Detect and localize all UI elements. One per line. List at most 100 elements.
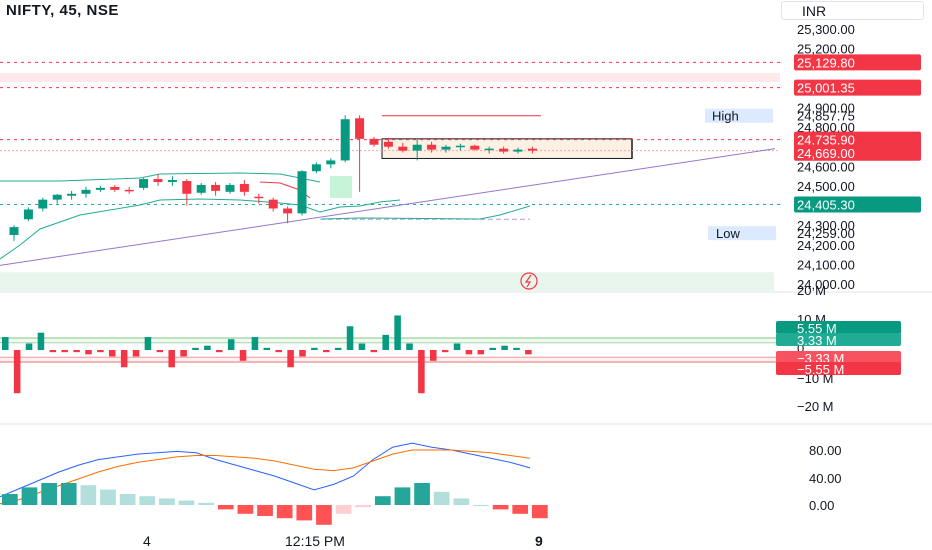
histogram-bar [453, 498, 470, 505]
histogram-bar [296, 505, 313, 521]
candle-body [225, 184, 235, 192]
price-tick-label: 25,300.00 [797, 22, 855, 37]
histogram-bar [100, 489, 116, 505]
price-tick-label: 24,100.00 [797, 257, 855, 272]
volume-bar [168, 350, 175, 368]
volume-label-bg [776, 321, 901, 334]
low-tag-bg [708, 226, 776, 241]
histogram-bar [355, 505, 372, 508]
currency-selector[interactable]: INR [781, 1, 924, 20]
candle-body [211, 184, 221, 191]
price-label: 24,857.75 [797, 109, 855, 124]
candle-body [383, 141, 393, 147]
histogram-bar [178, 500, 195, 505]
histogram-bar [492, 505, 509, 510]
histogram-bar [60, 483, 77, 505]
price-label-bg [794, 144, 921, 161]
lightning-icon-bolt [524, 274, 532, 288]
volume-bar [180, 350, 187, 357]
candle-body [297, 171, 307, 214]
volume-bar [489, 347, 496, 350]
volume-bar [418, 350, 425, 394]
volume-bar [453, 343, 461, 350]
price-tick-label: 24,500.00 [797, 179, 855, 194]
price-tick-label: 24,800.00 [797, 120, 855, 135]
candle-body [340, 119, 350, 161]
histogram-bar [159, 498, 175, 505]
candle-body [67, 193, 77, 196]
volume-bar [216, 350, 223, 353]
candle-body [38, 199, 48, 209]
candle-body [283, 208, 293, 214]
volume-label-bg [776, 351, 901, 364]
volume-label-bg [776, 362, 901, 375]
volume-bar [227, 339, 235, 350]
candle-body [527, 148, 537, 151]
candle-body [326, 160, 336, 165]
histogram-bar [473, 505, 489, 506]
candle-body [484, 148, 494, 151]
volume-bar [251, 337, 259, 350]
volume-bar [370, 350, 378, 353]
candle-body [52, 194, 62, 200]
price-label: 24,259.00 [797, 226, 855, 241]
volume-tick-label: 20 M [797, 283, 826, 298]
lower-band-line [0, 198, 401, 260]
candle-body [167, 180, 177, 182]
time-tick-label: 9 [535, 533, 543, 549]
histogram-bar [512, 505, 529, 514]
candle-body [455, 145, 465, 148]
volume-label: −5.55 M [797, 362, 844, 377]
volume-band-upper [0, 338, 780, 343]
price-label-bg [794, 196, 921, 213]
candle-body [124, 189, 134, 192]
recent-band-line [321, 205, 531, 220]
oscillator-tick-label: 80.00 [809, 443, 842, 458]
volume-bar [287, 350, 294, 368]
volume-bar [311, 347, 318, 350]
histogram-bar [335, 505, 352, 514]
upper-band-line [0, 172, 321, 183]
resistance-zone [0, 73, 780, 82]
volume-bar [441, 350, 449, 353]
time-tick-label: 12:15 PM [285, 533, 345, 549]
candle-body [369, 138, 379, 145]
signal-line [0, 449, 531, 505]
volume-bar [49, 350, 57, 353]
volume-bar [144, 337, 152, 350]
volume-tick-label: 0 [797, 341, 804, 356]
volume-bar [109, 350, 116, 357]
candle-body [470, 145, 480, 150]
histogram-bar [394, 487, 411, 505]
volume-bar [204, 345, 211, 350]
histogram-bar [257, 505, 273, 516]
volume-bar [275, 350, 282, 353]
volume-bar [2, 337, 9, 350]
lightning-icon [520, 272, 538, 290]
volume-bar [239, 350, 247, 361]
histogram-bar [532, 505, 548, 519]
price-label: 25,129.80 [797, 55, 855, 70]
volume-bar [73, 350, 80, 353]
price-tick-label: 25,200.00 [797, 42, 855, 57]
histogram-bar [316, 505, 332, 525]
volume-bar [97, 350, 104, 353]
candle-body [196, 184, 206, 193]
volume-bar [37, 332, 45, 350]
candle-body [182, 181, 192, 194]
candle-body [254, 196, 264, 199]
candle-body [95, 187, 105, 190]
candle-body [268, 199, 278, 209]
volume-bar [358, 343, 366, 350]
candle-body [81, 189, 91, 194]
volume-bar [382, 334, 389, 350]
volume-bar [263, 347, 271, 350]
volume-bar [477, 350, 485, 355]
volume-bar [192, 347, 199, 350]
candle-body [412, 144, 422, 151]
histogram-bar [41, 483, 57, 505]
volume-bar [299, 350, 306, 357]
candle-body [139, 179, 149, 188]
candle-body [441, 146, 451, 150]
